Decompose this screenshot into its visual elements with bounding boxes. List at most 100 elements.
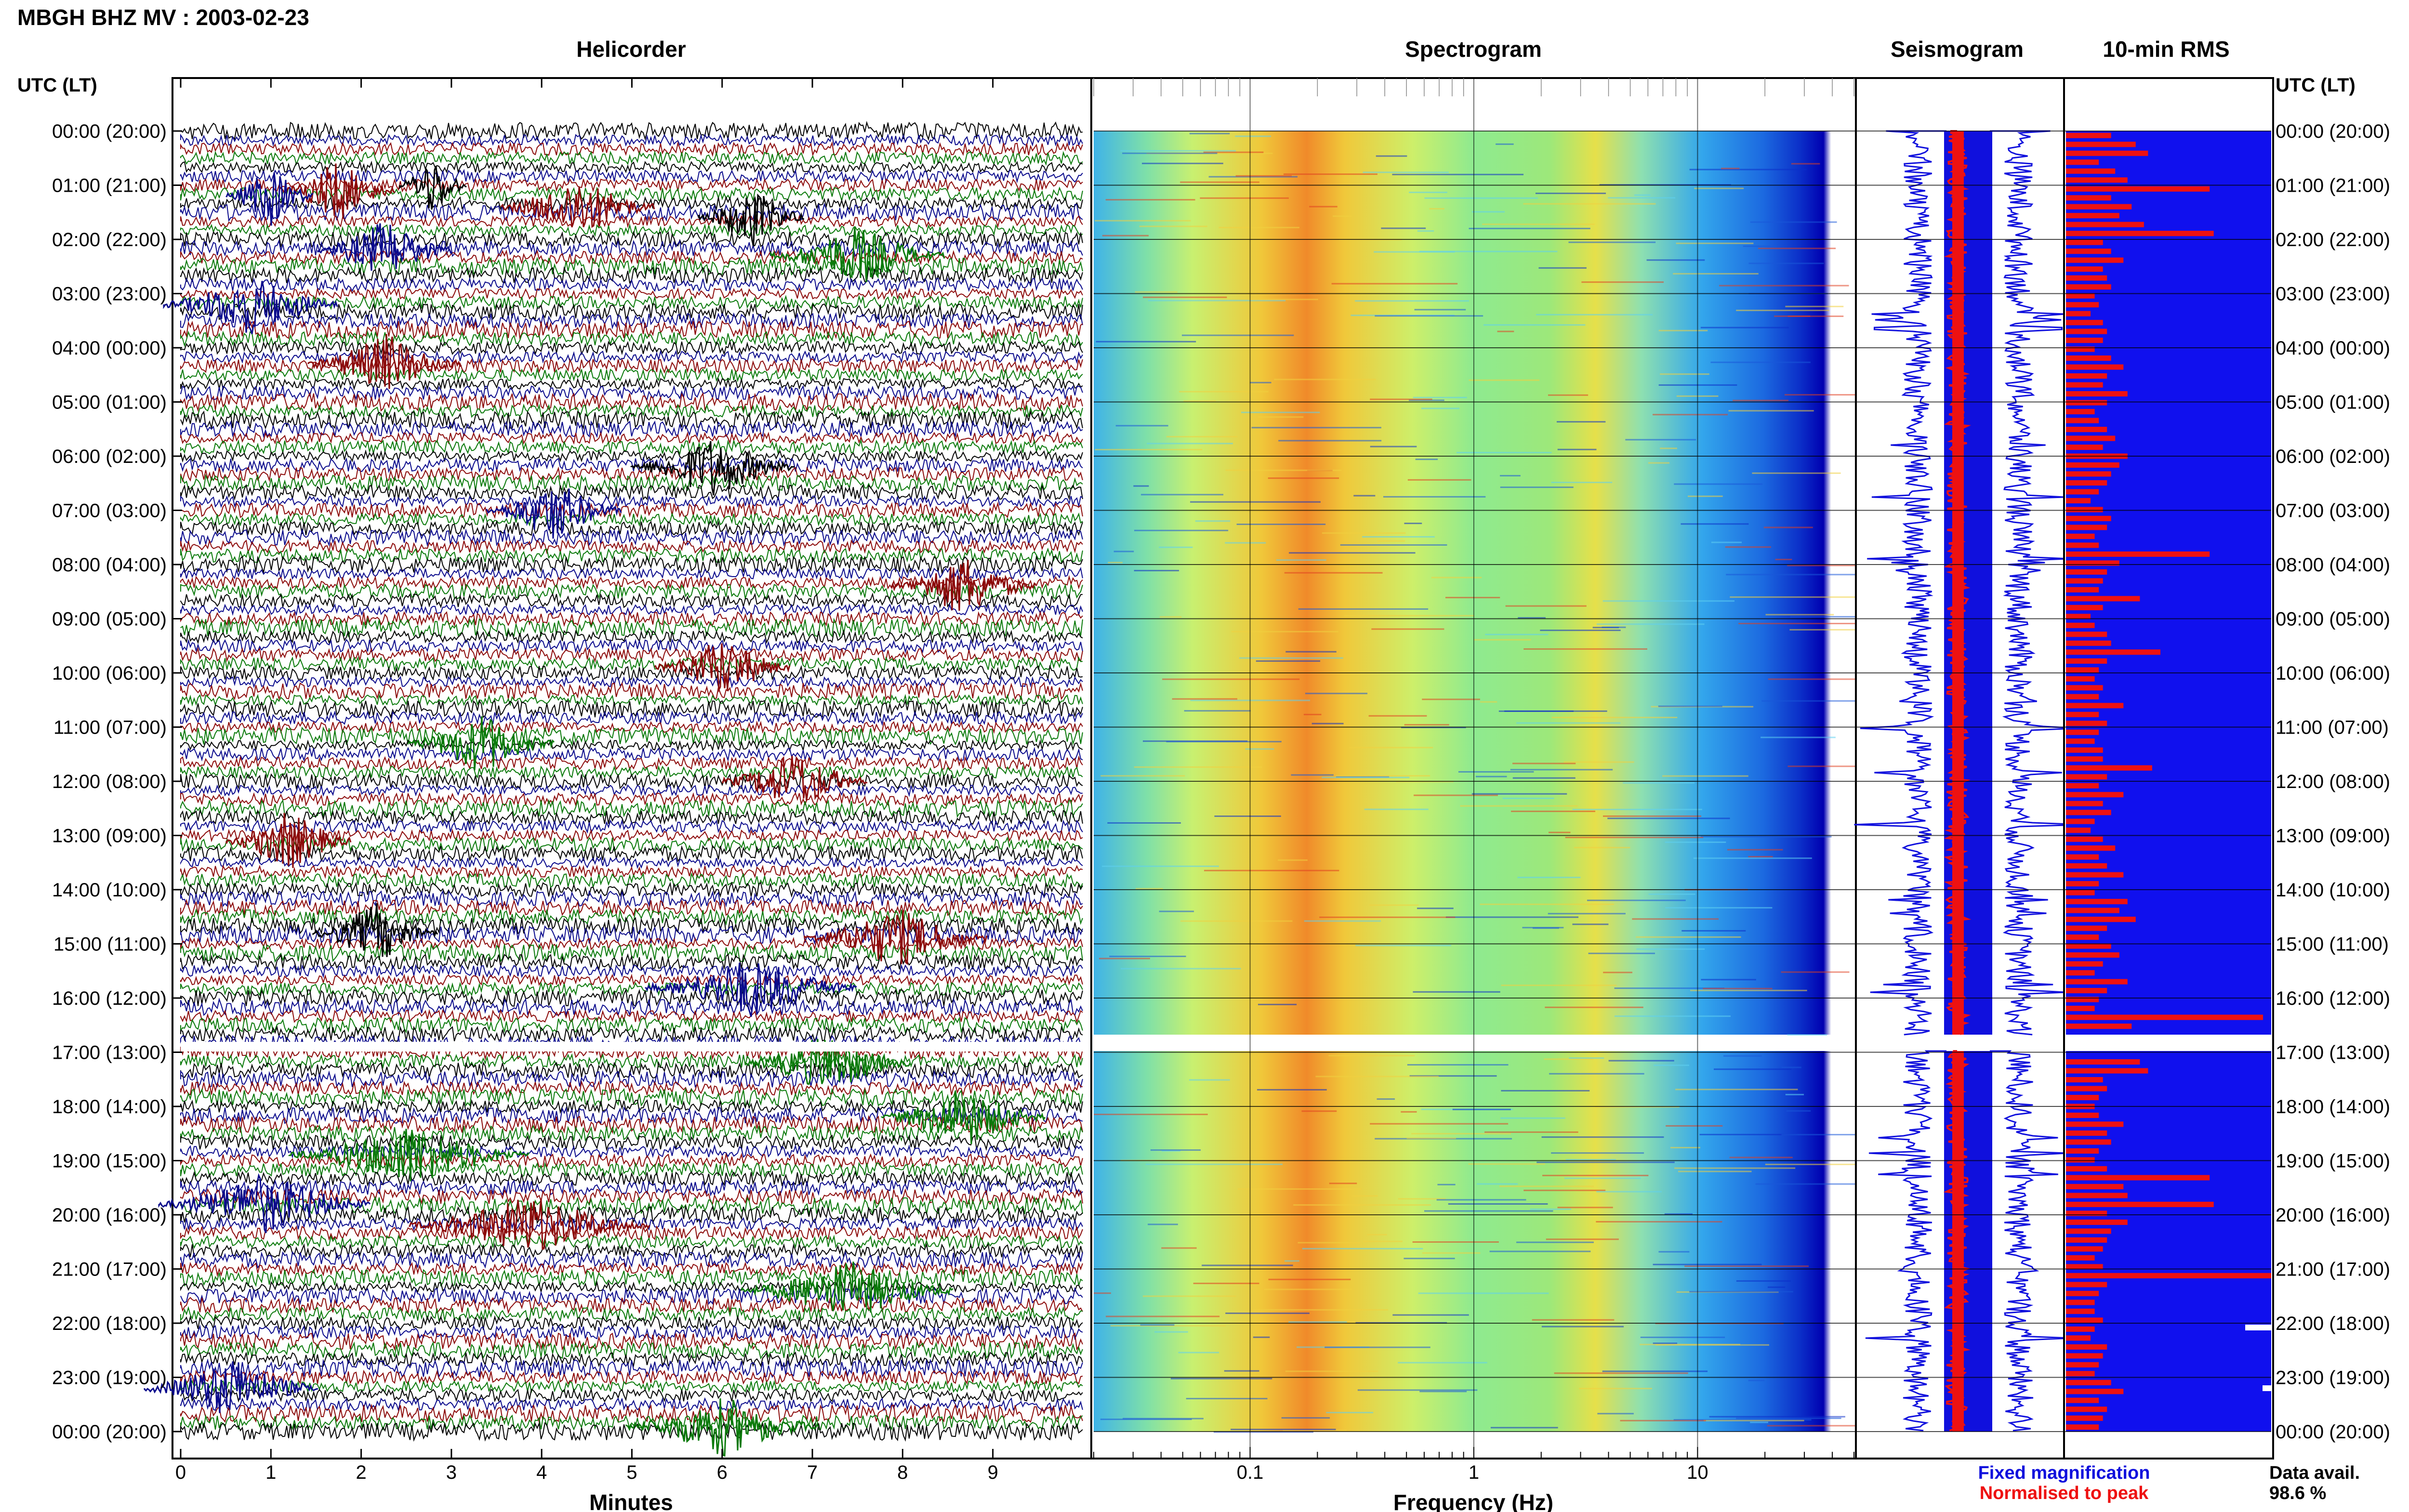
helicorder-trace xyxy=(180,555,1083,575)
spectrogram-streak xyxy=(1251,427,1381,429)
spectrogram-streak xyxy=(1729,1157,1793,1158)
time-label-right: 07:00 (03:00) xyxy=(2276,500,2390,522)
helicorder-event xyxy=(409,716,555,771)
spectrogram-streak xyxy=(1370,446,1417,447)
time-label-right: 05:00 (01:00) xyxy=(2276,392,2390,413)
helicorder-trace xyxy=(180,610,1083,627)
rms-bar xyxy=(2066,1424,2099,1430)
rms-bar xyxy=(2066,810,2111,815)
rms-bar xyxy=(2066,1112,2099,1118)
spectrogram-streak xyxy=(1781,1134,1860,1136)
spectrogram-streak xyxy=(1448,1203,1548,1205)
spectrogram-streak xyxy=(1180,920,1293,922)
spectrogram-streak xyxy=(1159,910,1194,912)
rms-bar xyxy=(2066,1121,2124,1127)
helicorder-trace xyxy=(180,1224,1083,1241)
spectrogram-streak xyxy=(1099,958,1150,960)
spectrogram-streak xyxy=(1106,1315,1220,1317)
spectrogram-streak xyxy=(1319,916,1456,918)
rms-bar xyxy=(2066,1077,2103,1083)
helicorder-trace xyxy=(180,1380,1083,1394)
helicorder-trace xyxy=(180,133,1083,147)
helicorder-event xyxy=(722,756,868,801)
spectrogram-streak xyxy=(1340,544,1447,546)
helicorder-trace xyxy=(180,942,1083,963)
helicorder-event xyxy=(288,1129,530,1182)
helicorder-trace xyxy=(180,566,1083,581)
helicorder-event xyxy=(645,962,857,1017)
helicorder-trace xyxy=(180,410,1083,430)
rms-bar xyxy=(2066,275,2107,281)
spectrogram-streak xyxy=(1636,948,1705,950)
rms-bar xyxy=(2066,578,2103,584)
spectrogram-streak xyxy=(1200,197,1289,199)
spectrogram-streak xyxy=(1398,1362,1487,1364)
rms-gap-mark xyxy=(2263,1385,2271,1391)
spectrogram-streak xyxy=(1189,1079,1230,1081)
spectrogram-streak xyxy=(1544,1058,1594,1060)
helicorder-trace xyxy=(180,856,1083,869)
spectrogram-streak xyxy=(1684,1265,1809,1267)
spectrogram-streak xyxy=(1100,775,1185,777)
spectrogram-streak xyxy=(1370,398,1432,400)
rms-bar xyxy=(2066,881,2099,887)
time-label-right: 00:00 (20:00) xyxy=(2276,121,2390,142)
helicorder-trace xyxy=(180,1261,1083,1277)
rms-bar xyxy=(2066,676,2095,682)
time-label-right: 03:00 (23:00) xyxy=(2276,284,2390,305)
spectrogram-streak xyxy=(1190,501,1321,503)
rms-bar xyxy=(2066,596,2140,602)
spectrogram-streak xyxy=(1417,907,1454,909)
spectrogram-streak xyxy=(1664,1213,1693,1215)
spectrogram-streak xyxy=(1501,1090,1590,1091)
rms-bar xyxy=(2066,525,2107,530)
spectrogram-streak xyxy=(1727,849,1783,851)
spectrogram-streak xyxy=(1452,1108,1511,1110)
spectrogram-grid xyxy=(1093,78,1854,1459)
spectrogram-streak xyxy=(1597,623,1705,625)
time-label-right: 13:00 (09:00) xyxy=(2276,826,2390,847)
rms-bar xyxy=(2066,1237,2107,1243)
time-label-right: 09:00 (05:00) xyxy=(2276,609,2390,630)
spectrogram-streak xyxy=(1665,841,1726,843)
spectrogram-streak xyxy=(1159,546,1193,548)
helicorder-trace xyxy=(180,1061,1083,1079)
spectrogram-streak xyxy=(1785,1093,1804,1095)
rms-bar xyxy=(2066,195,2111,201)
spectrogram-streak xyxy=(1620,1420,1706,1421)
spectrogram-streak xyxy=(1497,330,1514,332)
spectrogram-title: Spectrogram xyxy=(1405,37,1542,62)
rms-bar xyxy=(2066,1371,2095,1377)
spectrogram-streak xyxy=(1301,1110,1337,1112)
helicorder-trace xyxy=(180,575,1083,590)
minute-tick-label: 3 xyxy=(446,1462,457,1483)
rms-bar xyxy=(2066,1264,2103,1270)
helicorder-trace xyxy=(180,512,1083,527)
helicorder-trace xyxy=(180,1388,1083,1403)
spectrogram-streak xyxy=(1693,857,1812,859)
spectrogram-streak xyxy=(1500,486,1574,488)
spectrogram-streak xyxy=(1311,723,1344,724)
helicorder-event xyxy=(158,1173,371,1234)
spectrogram-streak xyxy=(1224,1370,1259,1372)
helicorder-event xyxy=(163,280,338,334)
legend-normalised-to-peak: Normalised to peak xyxy=(1980,1483,2149,1503)
spectrogram-streak xyxy=(1418,1292,1549,1294)
spectrogram-streak xyxy=(1458,771,1534,773)
seismogram-fixed-core xyxy=(1944,131,1992,1035)
spectrogram-streak xyxy=(1419,1391,1467,1393)
spectrogram-streak xyxy=(1351,1195,1378,1197)
rms-bar xyxy=(2066,622,2095,628)
rms-bar xyxy=(2066,560,2119,566)
spectrogram-streak xyxy=(1658,329,1708,331)
spectrogram-streak xyxy=(1417,230,1434,232)
helicorder-trace xyxy=(180,973,1083,987)
rms-bar xyxy=(2066,854,2099,860)
spectrogram-streak xyxy=(1510,769,1613,771)
spectrogram-streak xyxy=(1750,1421,1768,1423)
rms-bar xyxy=(2066,907,2119,913)
time-label-left: 19:00 (15:00) xyxy=(52,1151,167,1172)
spectrogram-streak xyxy=(1480,701,1497,703)
spectrogram-streak xyxy=(1579,1388,1652,1390)
rms-bar xyxy=(2066,792,2124,798)
